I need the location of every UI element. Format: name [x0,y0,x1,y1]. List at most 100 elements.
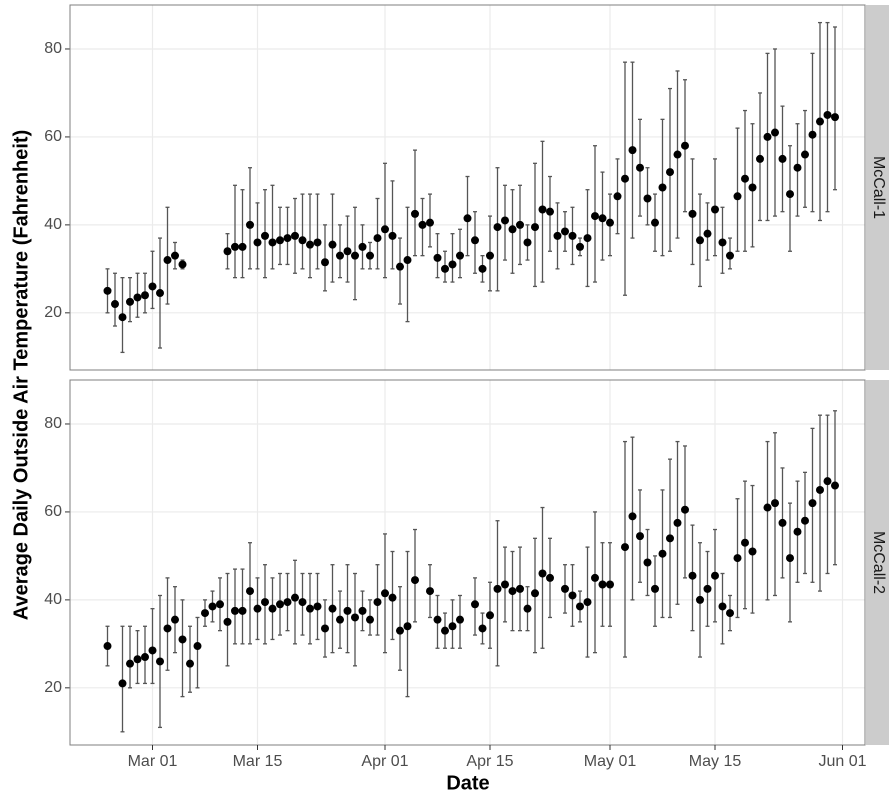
point [171,615,179,624]
point [193,642,202,651]
point [381,589,389,598]
point [688,209,697,218]
point [658,549,667,558]
error-bar [390,180,395,270]
error-bar [270,184,275,270]
point [711,571,719,580]
point [478,624,487,633]
point [591,573,599,582]
point [538,205,547,214]
error-bar [383,162,387,279]
error-bar [803,109,807,208]
point [111,300,119,309]
point [763,132,772,141]
point [238,606,247,615]
point [441,626,449,635]
error-bar [255,202,260,270]
point [306,240,314,249]
point [163,624,172,633]
point [343,247,352,256]
point [381,225,389,234]
point [598,580,607,589]
point [553,231,562,240]
point [148,646,157,655]
point [403,622,412,631]
error-bar [240,189,245,279]
point [771,128,779,137]
point [748,547,757,556]
point [373,234,382,243]
point [651,584,659,593]
point [718,238,727,247]
y-tick-label: 80 [44,415,62,432]
point [493,223,502,232]
x-tick-label: Apr 01 [361,753,408,770]
point [321,258,329,267]
point [358,606,367,615]
point [223,617,232,626]
error-bar [788,145,792,252]
point [786,190,794,199]
point [733,554,742,563]
x-tick-label: Mar 15 [233,753,283,770]
point [141,291,149,300]
point [411,576,419,585]
error-bar [188,625,192,693]
point [471,600,479,609]
point [823,477,832,486]
point [156,657,164,666]
point [291,593,299,602]
error-bar [495,520,500,667]
error-bar [405,206,410,323]
point [388,593,397,602]
error-bar [398,237,402,305]
point [321,624,329,633]
point [463,214,472,223]
point [291,231,299,240]
point [231,606,239,615]
point [148,282,157,291]
x-tick-label: May 01 [584,753,637,770]
point [501,580,509,589]
point [568,591,577,600]
point [696,236,704,245]
point [808,499,817,508]
point [343,606,352,615]
y-tick-label: 20 [44,679,62,696]
error-bar [330,193,335,283]
point [313,602,322,611]
point [358,242,367,251]
point [171,251,179,260]
error-bar [338,224,342,279]
point [441,264,449,273]
error-bar [113,272,117,327]
point [448,260,457,269]
point [328,604,337,613]
point [733,192,742,201]
point [778,518,787,527]
point [186,659,194,668]
point [628,512,637,521]
error-bar [195,616,200,689]
error-bar [278,206,282,266]
point [133,293,142,302]
error-bar [540,506,545,649]
point [583,598,592,607]
point [598,214,607,223]
point [486,251,494,260]
error-bar [248,167,252,270]
point [201,609,209,618]
point [283,234,292,243]
series [103,21,839,354]
point [336,615,344,624]
point [478,264,487,273]
point [126,659,134,668]
point [216,600,224,609]
point [246,220,254,229]
point [643,194,652,203]
point [756,154,764,163]
y-tick-label: 60 [44,503,62,520]
point [328,240,337,249]
strip-label: McCall-1 [870,156,887,219]
